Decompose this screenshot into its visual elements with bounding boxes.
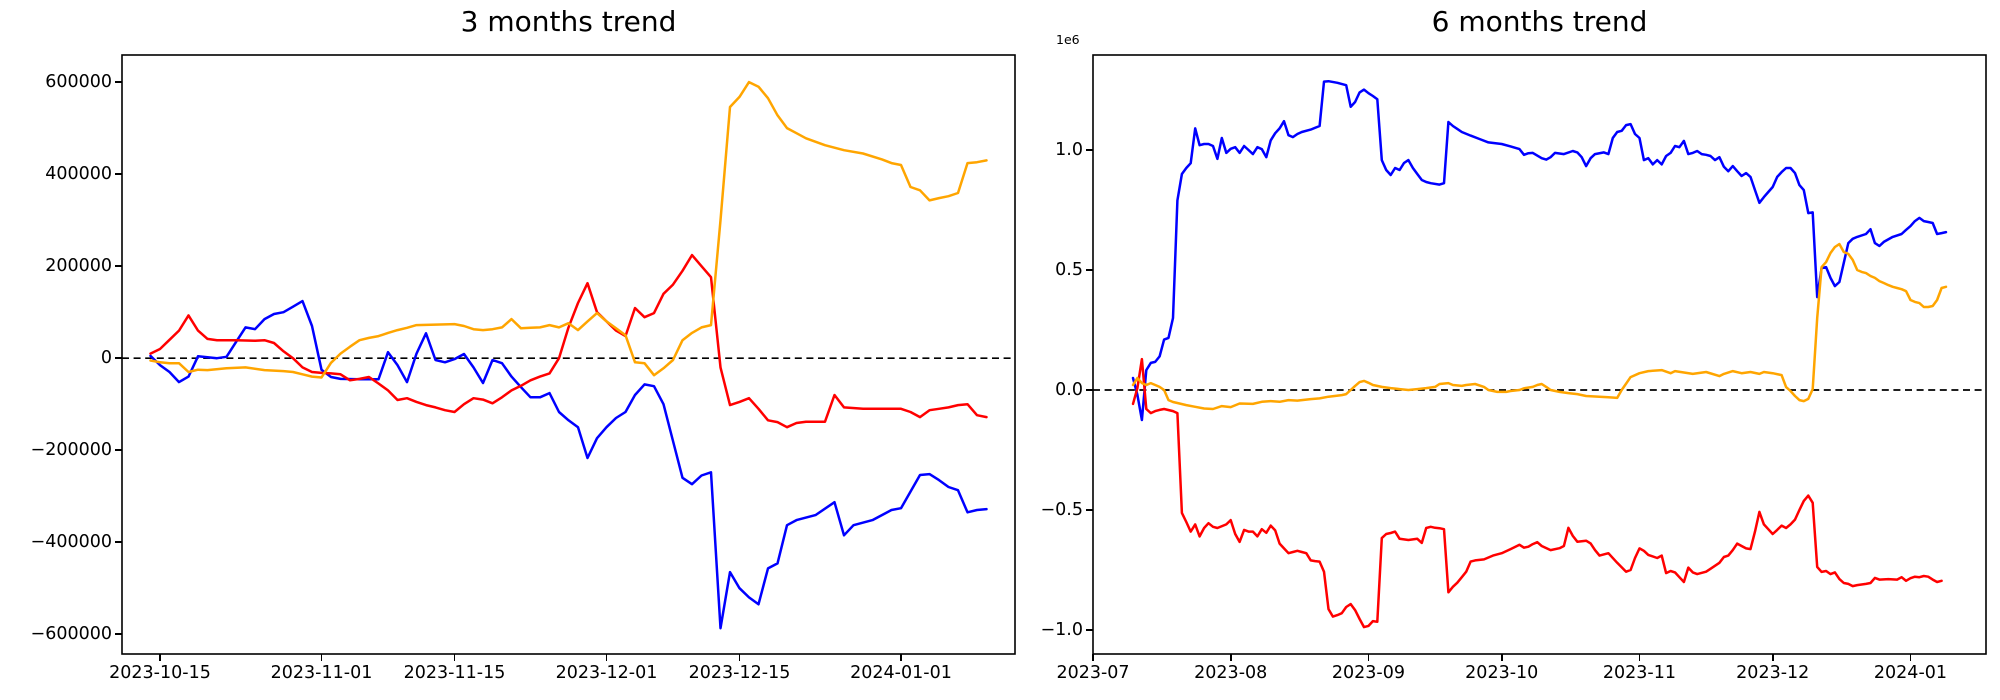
y-tick-label: 200000 — [45, 256, 112, 277]
x-tick-label: 2024-01-01 — [850, 663, 952, 683]
x-tick-label: 2023-10-15 — [109, 663, 211, 683]
x-tick-label: 2023-12 — [1736, 663, 1810, 683]
x-tick-label: 2023-10 — [1465, 663, 1539, 683]
x-tick-label: 2023-11-15 — [403, 663, 506, 683]
plot-area-6-months — [1092, 54, 1987, 655]
x-tick-mark — [1638, 654, 1641, 661]
y-tick-mark — [115, 633, 122, 635]
orange-series-line — [1131, 242, 1948, 411]
y-axis-offset-label: 1e6 — [1056, 32, 1080, 47]
y-tick-mark — [115, 81, 122, 83]
x-tick-mark — [159, 654, 161, 661]
y-tick-label: −600000 — [30, 624, 112, 645]
chart-3-months-trend: 3 months trend 2023-10-15 2023-11-01 2023-… — [31, 6, 1016, 683]
x-tick-label: 2023-09 — [1331, 663, 1405, 683]
y-tick-label: 600000 — [45, 72, 112, 93]
y-tick-mark — [115, 265, 122, 267]
y-tick-mark — [115, 541, 122, 543]
x-tick-mark — [605, 654, 608, 661]
x-tick-mark — [1500, 654, 1503, 661]
x-tick-mark — [1771, 654, 1774, 661]
y-tick-label: −400000 — [30, 532, 112, 553]
x-tick-label: 2023-11 — [1602, 663, 1677, 683]
plot-area-3-months — [121, 54, 1016, 655]
blue-series-line — [149, 299, 988, 630]
red-series-line — [149, 253, 988, 429]
y-tick-mark — [1086, 389, 1093, 391]
axes-spines — [1092, 54, 1987, 655]
y-tick-mark — [115, 449, 122, 451]
y-tick-mark — [1086, 269, 1093, 271]
x-tick-mark — [1909, 654, 1912, 661]
y-tick-mark — [1086, 509, 1093, 511]
x-tick-label: 2023-08 — [1194, 663, 1268, 683]
x-tick-mark — [900, 654, 902, 661]
y-tick-label: −1.0 — [1040, 620, 1084, 640]
x-tick-mark — [1092, 654, 1094, 661]
x-tick-mark — [320, 654, 323, 661]
y-tick-mark — [1086, 149, 1093, 151]
axes-spines — [121, 54, 1016, 655]
y-tick-label: −0.5 — [1040, 500, 1084, 520]
x-tick-label: 2023-11-01 — [270, 663, 373, 683]
y-tick-label: 0.0 — [1055, 380, 1083, 401]
y-tick-label: 0.5 — [1055, 260, 1083, 281]
y-tick-mark — [115, 173, 122, 175]
y-tick-mark — [1086, 629, 1093, 631]
chart-title-3-months: 3 months trend — [460, 5, 677, 38]
x-tick-label: 2023-07 — [1056, 663, 1130, 683]
blue-series-line — [1131, 79, 1948, 422]
x-tick-mark — [738, 654, 741, 661]
y-tick-label: 1.0 — [1055, 140, 1083, 161]
x-tick-label: 2023-12-01 — [555, 663, 658, 683]
x-tick-mark — [1367, 654, 1370, 661]
orange-series-line — [149, 80, 988, 379]
y-tick-label: 0 — [100, 348, 112, 369]
y-tick-label: −200000 — [30, 440, 112, 461]
x-tick-mark — [1229, 654, 1232, 661]
red-series-line — [1131, 357, 1943, 629]
x-tick-mark — [453, 654, 456, 661]
y-tick-label: 400000 — [45, 164, 112, 185]
x-tick-label: 2023-12-15 — [688, 663, 791, 683]
x-tick-label: 2024-01 — [1873, 663, 1948, 683]
y-tick-mark — [115, 357, 122, 359]
chart-title-6-months: 6 months trend — [1431, 5, 1648, 38]
chart-6-months-trend: 6 months trend 1e6 2023-07 2023-08 2023-09… — [1041, 6, 1987, 683]
